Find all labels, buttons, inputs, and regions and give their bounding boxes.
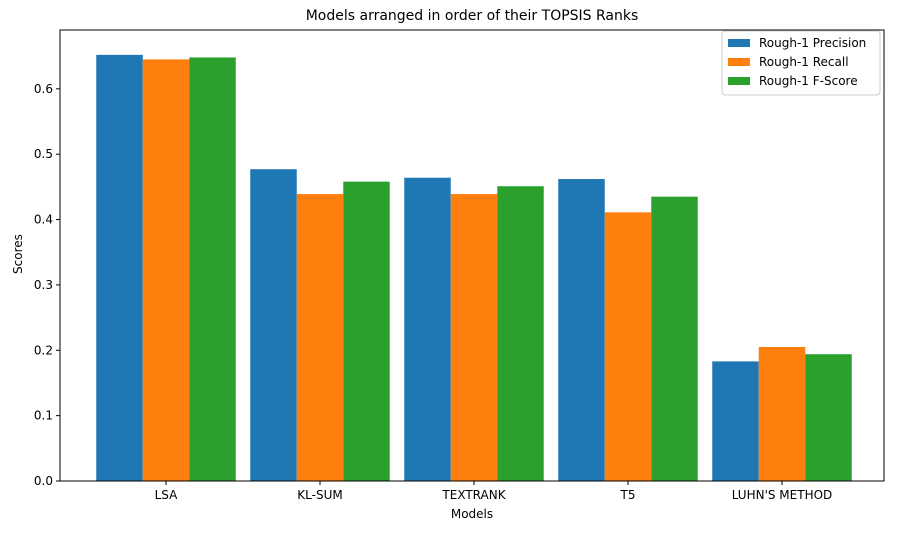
bar-luhn-s-method-series-2 (805, 354, 852, 481)
y-tick-label: 0.4 (34, 213, 53, 227)
x-tick-label: TEXTRANK (441, 488, 506, 502)
bar-luhn-s-method-series-1 (758, 347, 806, 481)
bar-kl-sum-series-0 (250, 169, 297, 481)
bar-textrank-series-0 (404, 177, 451, 481)
bar-kl-sum-series-1 (296, 194, 344, 481)
y-axis-label: Scores (11, 234, 25, 274)
bar-t5-series-2 (651, 196, 698, 482)
bar-textrank-series-2 (497, 186, 544, 481)
y-tick-label: 0.3 (34, 278, 53, 292)
plot-frame (59, 29, 885, 482)
legend-label-precision: Rough-1 Precision (759, 36, 866, 50)
x-tick-label: KL-SUM (297, 488, 342, 502)
bar-t5-series-0 (558, 179, 605, 481)
bar-lsa-series-2 (189, 57, 236, 481)
legend-box (721, 30, 881, 96)
y-tick-label: 0.5 (34, 147, 53, 161)
x-axis-label: Models (451, 507, 493, 521)
x-axis-ticks: LSA KL-SUM TEXTRANK T5 LUHN'S METHOD (155, 481, 833, 502)
legend-swatch-fscore (728, 77, 750, 85)
y-tick-label: 0.2 (34, 343, 53, 357)
x-tick-label: T5 (620, 488, 636, 502)
bar-t5-series-1 (604, 212, 652, 482)
chart-title: Models arranged in order of their TOPSIS… (306, 8, 639, 24)
bar-kl-sum-series-2 (343, 181, 390, 481)
legend-label-fscore: Rough-1 F-Score (759, 74, 858, 88)
x-tick-label: LSA (155, 488, 179, 502)
bar-luhn-s-method-series-0 (712, 361, 759, 481)
y-tick-label: 0.0 (34, 474, 53, 488)
bar-lsa-series-1 (142, 59, 190, 481)
y-tick-label: 0.1 (34, 409, 53, 423)
legend-swatch-recall (728, 58, 750, 66)
y-tick-label: 0.6 (34, 82, 53, 96)
legend-label-recall: Rough-1 Recall (759, 55, 849, 69)
bar-textrank-series-1 (450, 194, 498, 481)
y-axis-ticks: 0.0 0.1 0.2 0.3 0.4 0.5 0.6 (34, 82, 60, 488)
legend: Rough-1 Precision Rough-1 Recall Rough-1… (721, 30, 881, 96)
x-tick-label: LUHN'S METHOD (732, 488, 833, 502)
bar-lsa-series-0 (96, 54, 143, 482)
bars-group (96, 54, 852, 482)
legend-swatch-precision (728, 39, 750, 47)
